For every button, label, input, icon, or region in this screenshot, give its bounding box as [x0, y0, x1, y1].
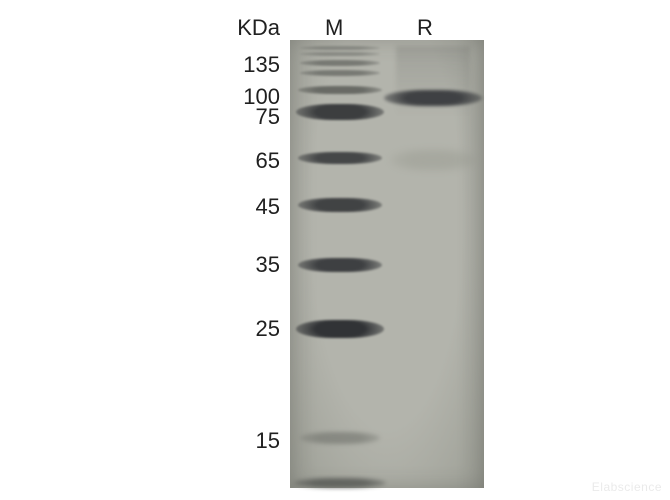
- kda-label: 15: [0, 428, 280, 454]
- watermark-text: Elabscience: [592, 480, 662, 494]
- kda-label: 25: [0, 316, 280, 342]
- gel-image: [290, 40, 484, 488]
- gel-band: [300, 60, 380, 66]
- gel-band: [300, 432, 380, 444]
- kda-label: 75: [0, 104, 280, 130]
- gel-band: [296, 104, 384, 120]
- gel-band: [294, 478, 386, 488]
- gel-band: [298, 152, 382, 164]
- gel-band: [300, 70, 380, 76]
- column-header-sample: R: [417, 15, 433, 41]
- kda-label: 45: [0, 194, 280, 220]
- kda-header-label: KDa: [0, 15, 280, 41]
- gel-band: [300, 46, 380, 50]
- lane-sample: [390, 40, 476, 488]
- gel-band: [296, 320, 384, 338]
- gel-band: [300, 52, 380, 56]
- gel-band: [298, 258, 382, 272]
- lane-marker: [300, 40, 380, 488]
- gel-band: [384, 90, 482, 106]
- kda-label: 65: [0, 148, 280, 174]
- kda-label: 35: [0, 252, 280, 278]
- kda-label: 135: [0, 52, 280, 78]
- gel-band: [298, 198, 382, 212]
- column-header-marker: M: [325, 15, 343, 41]
- gel-band: [390, 150, 476, 170]
- gel-band: [298, 86, 382, 94]
